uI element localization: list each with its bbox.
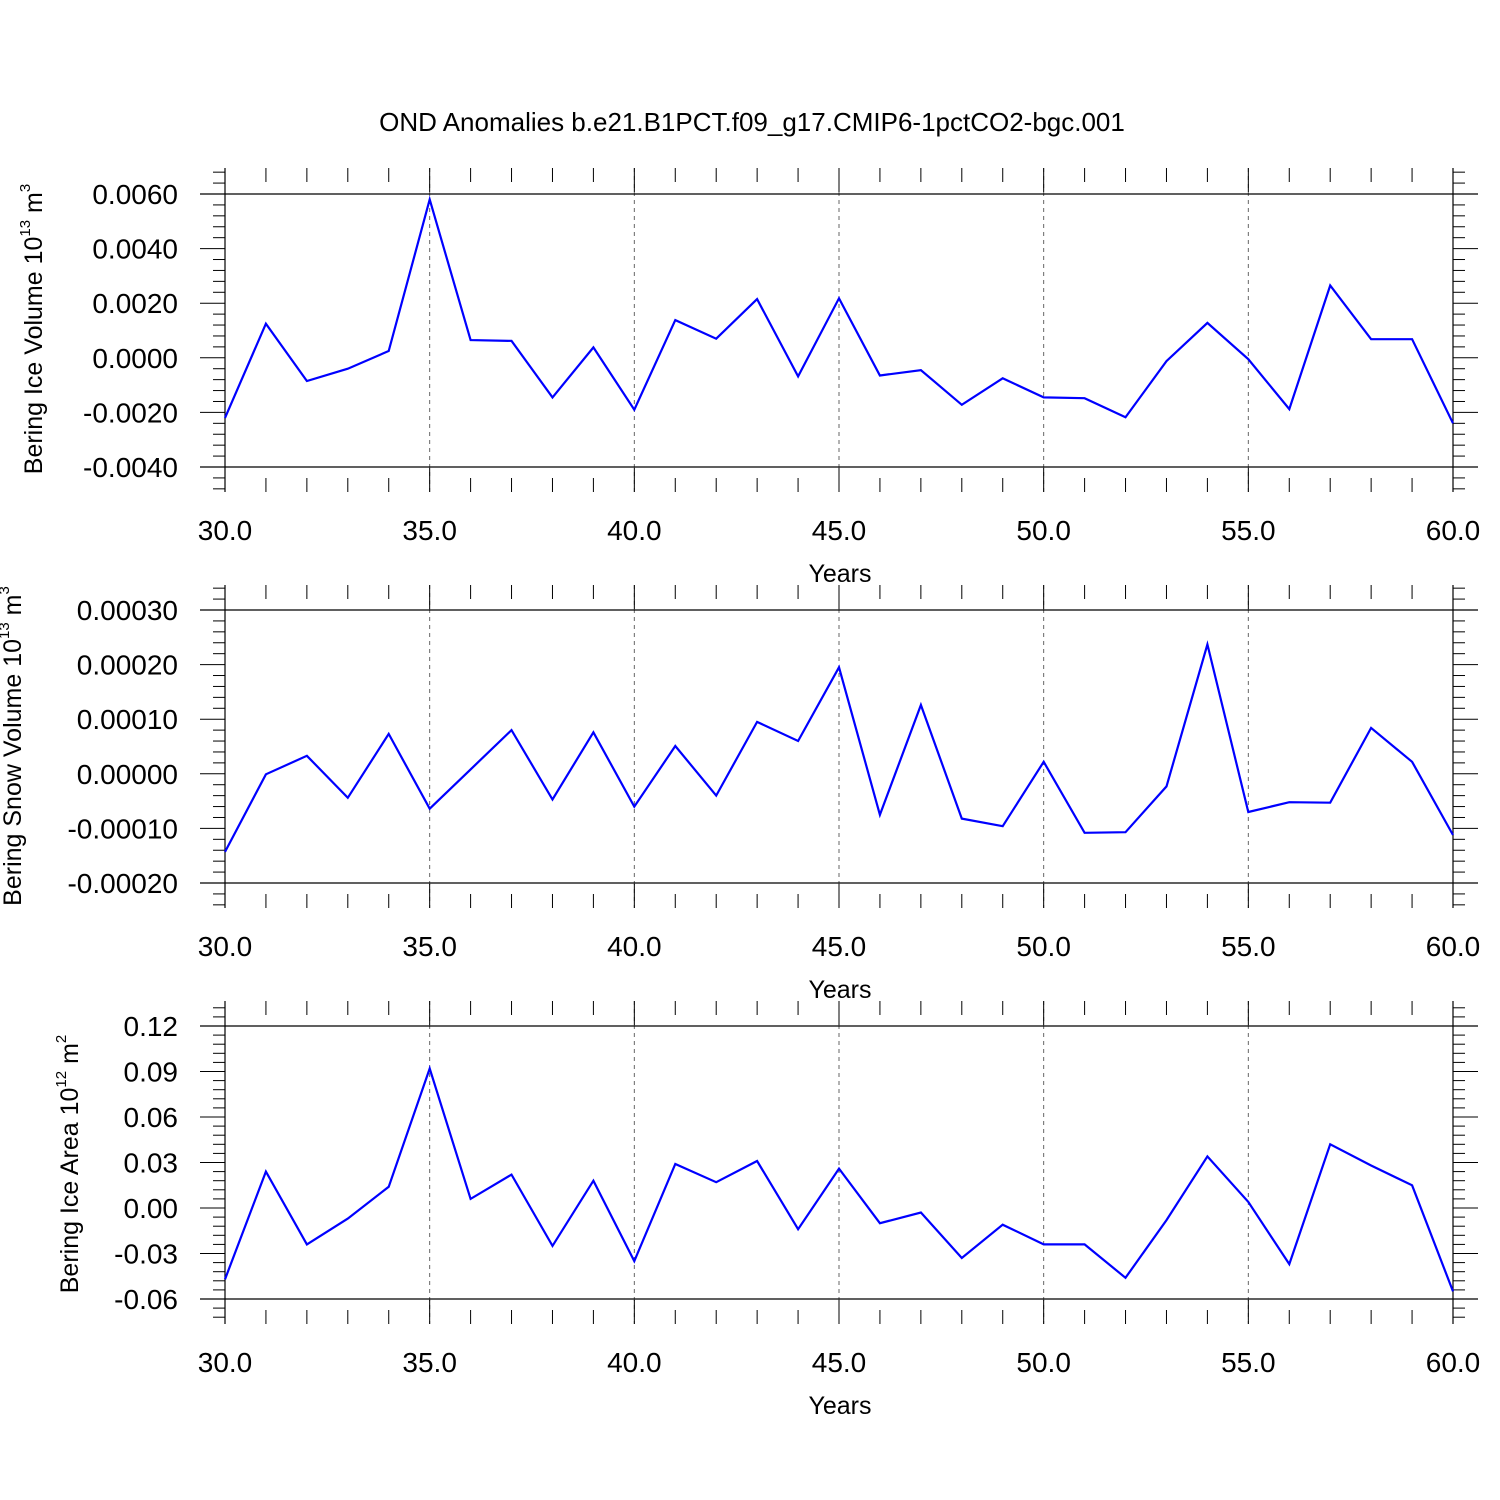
x-tick-label: 55.0 — [1221, 1347, 1276, 1378]
data-series-line — [223, 1064, 1455, 1292]
x-tick-label: 30.0 — [198, 515, 253, 546]
x-tick-label: 50.0 — [1016, 515, 1071, 546]
x-axis-label: Years — [808, 560, 871, 588]
y-axis-label: Bering Snow Volume 1013 m3 — [0, 586, 27, 906]
x-tick-label: 30.0 — [198, 931, 253, 962]
x-tick-label: 40.0 — [607, 931, 662, 962]
x-tick-label: 35.0 — [402, 1347, 457, 1378]
x-tick-label: 60.0 — [1426, 1347, 1481, 1378]
y-tick-label: -0.00020 — [67, 868, 178, 899]
y-tick-label: 0.09 — [124, 1057, 179, 1088]
y-axis-label: Bering Ice Area 1012 m2 — [53, 1035, 84, 1294]
y-tick-label: 0.00010 — [77, 704, 178, 735]
y-tick-label: 0.0040 — [92, 234, 178, 265]
y-tick-label: 0.00020 — [77, 650, 178, 681]
x-axis-label: Years — [808, 976, 871, 1004]
x-tick-label: 30.0 — [198, 1347, 253, 1378]
x-tick-label: 45.0 — [812, 1347, 867, 1378]
y-tick-label: 0.0060 — [92, 179, 178, 210]
x-tick-label: 50.0 — [1016, 931, 1071, 962]
x-tick-label: 50.0 — [1016, 1347, 1071, 1378]
x-tick-label: 40.0 — [607, 515, 662, 546]
y-tick-label: -0.0020 — [83, 397, 178, 428]
data-series-line — [224, 640, 1454, 853]
x-axis-label: Years — [808, 1392, 871, 1420]
x-tick-label: 45.0 — [812, 931, 867, 962]
x-tick-label: 55.0 — [1221, 515, 1276, 546]
y-tick-label: 0.06 — [124, 1102, 179, 1133]
ice-area-panel: Years Bering Ice Area 1012 m2 30.0 35.0 40… — [53, 1001, 1480, 1420]
data-series-line — [223, 195, 1454, 424]
x-tick-label: 40.0 — [607, 1347, 662, 1378]
y-tick-label: 0.03 — [124, 1148, 179, 1179]
y-tick-label: -0.0040 — [83, 452, 178, 483]
y-tick-label: 0.00000 — [77, 759, 178, 790]
y-axis-label: Bering Ice Volume 1013 m3 — [17, 184, 48, 474]
chart-title: OND Anomalies b.e21.B1PCT.f09_g17.CMIP6-… — [379, 107, 1125, 137]
x-tick-label: 35.0 — [402, 515, 457, 546]
x-tick-label: 45.0 — [812, 515, 867, 546]
x-tick-label: 60.0 — [1426, 515, 1481, 546]
y-tick-label: -0.00010 — [67, 813, 178, 844]
x-tick-label: 35.0 — [402, 931, 457, 962]
snow-volume-panel: Years Bering Snow Volume 1013 m3 30.0 35.… — [0, 585, 1480, 1004]
y-tick-label: 0.0000 — [92, 343, 178, 374]
y-tick-label: 0.00030 — [77, 595, 178, 626]
y-tick-label: 0.00 — [124, 1193, 179, 1224]
x-tick-label: 60.0 — [1426, 931, 1481, 962]
y-tick-label: 0.12 — [124, 1011, 179, 1042]
ice-volume-panel: Years Bering Ice Volume 1013 m3 30.0 35.0… — [17, 168, 1480, 588]
y-tick-label: 0.0020 — [92, 288, 178, 319]
y-tick-label: -0.06 — [114, 1284, 178, 1315]
x-tick-label: 55.0 — [1221, 931, 1276, 962]
y-tick-label: -0.03 — [114, 1239, 178, 1270]
